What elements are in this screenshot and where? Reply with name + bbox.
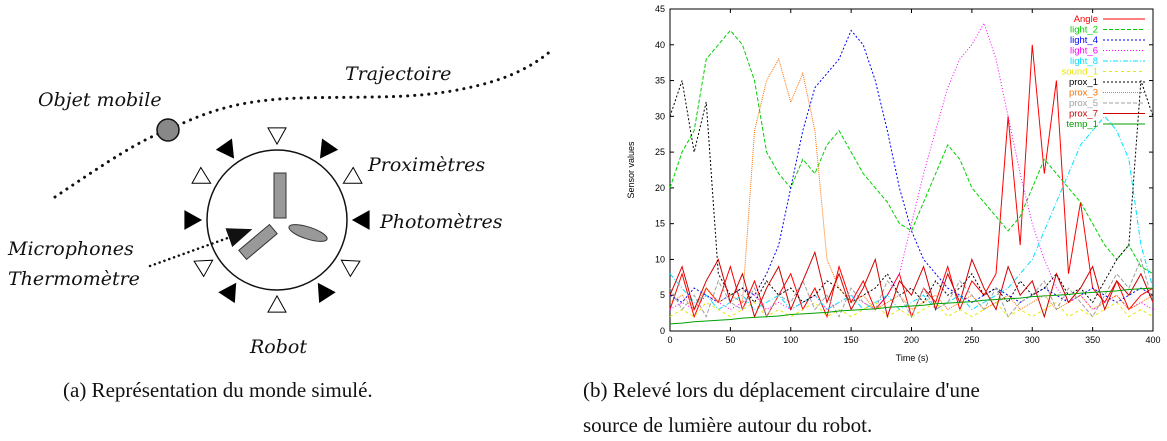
photometer (319, 138, 339, 159)
x-tick-label: 100 (783, 335, 798, 345)
x-tick-label: 0 (667, 335, 672, 345)
label: Trajectoire (345, 63, 451, 85)
proximeter (267, 127, 287, 146)
photometer (218, 282, 237, 304)
label: Objet mobile (38, 89, 162, 111)
y-tick-label: 5 (660, 290, 665, 300)
proximeter (191, 166, 212, 184)
series-line (669, 257, 1154, 318)
label: Proximètres (367, 154, 485, 176)
chart: Time (s) Sensor values (b) Relevé lors d… (583, 4, 1161, 437)
plot-frame (669, 8, 1154, 332)
trajectory (53, 48, 554, 199)
x-axis-label: Time (s) (896, 353, 929, 363)
thermometer (238, 223, 278, 261)
y-tick-label: 30 (655, 111, 665, 121)
y-axis-label: Sensor values (626, 141, 636, 199)
world-diagram: Objet mobile Trajectoire Proximètres Pho… (7, 48, 554, 402)
legend-label: temp_1 (1066, 119, 1098, 130)
sensor-disc (288, 224, 328, 242)
y-tick-label: 0 (660, 326, 665, 336)
y-tick-label: 20 (655, 183, 665, 193)
proximeter (340, 259, 361, 278)
legend-label: prox_3 (1069, 88, 1098, 99)
proximeter (267, 294, 287, 313)
proximeter (193, 259, 214, 278)
caption: source de lumière autour du robot. (583, 413, 872, 437)
caption: (a) Représentation du monde simulé. (63, 378, 373, 402)
y-tick-label: 45 (655, 4, 665, 14)
legend-label: light_8 (1070, 56, 1098, 67)
photometer (351, 210, 370, 230)
x-tick-label: 300 (1025, 335, 1040, 345)
microphone (273, 172, 287, 219)
y-tick-label: 35 (655, 76, 665, 86)
y-tick-label: 10 (655, 254, 665, 264)
photometer (215, 138, 235, 159)
series-line (669, 22, 1154, 311)
y-tick-label: 25 (655, 147, 665, 157)
x-tick-label: 200 (904, 335, 919, 345)
legend-label: light_4 (1070, 35, 1098, 46)
series-line (669, 287, 1154, 325)
y-tick-label: 15 (655, 219, 665, 229)
legend-label: prox_5 (1069, 98, 1098, 109)
label: Thermomètre (8, 268, 140, 290)
mobile-object (156, 118, 180, 142)
y-tick-label: 40 (655, 40, 665, 50)
legend-label: prox_7 (1069, 109, 1098, 120)
legend-label: light_2 (1070, 25, 1098, 36)
label: Photomètres (379, 211, 503, 233)
robot-body (206, 149, 348, 291)
proximeter (342, 166, 363, 184)
legend-label: prox_1 (1069, 77, 1098, 88)
label: Microphones (7, 238, 134, 260)
caption: (b) Relevé lors du déplacement circulair… (583, 378, 980, 402)
legend-label: light_6 (1070, 46, 1098, 57)
series-line (669, 301, 1154, 318)
x-tick-label: 250 (964, 335, 979, 345)
sensor-ring (184, 127, 370, 313)
x-tick-label: 150 (844, 335, 859, 345)
series-line (669, 57, 1154, 311)
legend-label: sound_1 (1062, 67, 1098, 78)
label: Robot (249, 336, 307, 358)
legend-label: Angle (1074, 14, 1098, 25)
series-line (669, 29, 1154, 275)
series-line (669, 250, 1154, 319)
photometer (184, 210, 203, 230)
x-tick-label: 400 (1145, 335, 1160, 345)
x-tick-label: 350 (1085, 335, 1100, 345)
x-tick-label: 50 (725, 335, 735, 345)
photometer (317, 282, 336, 304)
